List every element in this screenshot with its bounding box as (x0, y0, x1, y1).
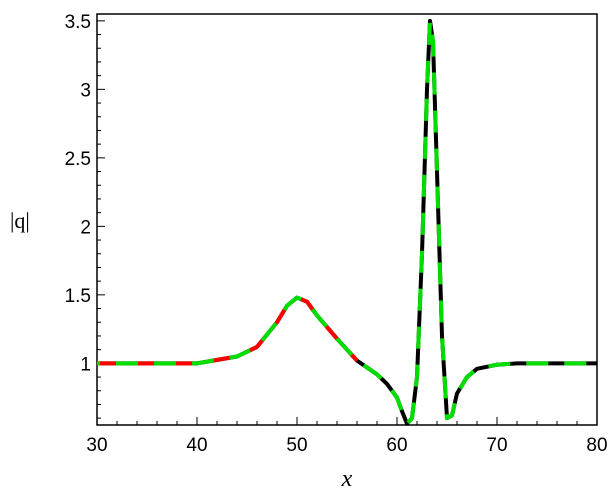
x-tick-label: 80 (586, 435, 607, 456)
plot-frame (96, 13, 598, 426)
x-tick-label: 70 (486, 435, 507, 456)
y-axis-label: |q| (10, 208, 30, 233)
y-tick-label: 2 (80, 217, 91, 238)
series-group (97, 18, 597, 426)
y-tick-label: 2.5 (65, 149, 91, 170)
y-tick-label: 1.5 (65, 286, 91, 307)
x-tick-label: 50 (286, 435, 307, 456)
x-tick-label: 40 (186, 435, 207, 456)
series-line-2 (97, 18, 597, 426)
ticks: 30 40 50 60 70 80 1 1.5 2 2.5 3 3.5 (65, 12, 608, 456)
y-tick-label: 3.5 (65, 12, 91, 33)
x-tick-label: 30 (86, 435, 107, 456)
x-axis-label: x (341, 466, 353, 492)
y-tick-label: 1 (80, 354, 91, 375)
x-tick-label: 60 (386, 435, 407, 456)
y-tick-label: 3 (80, 80, 91, 101)
series-line-1 (97, 295, 359, 366)
